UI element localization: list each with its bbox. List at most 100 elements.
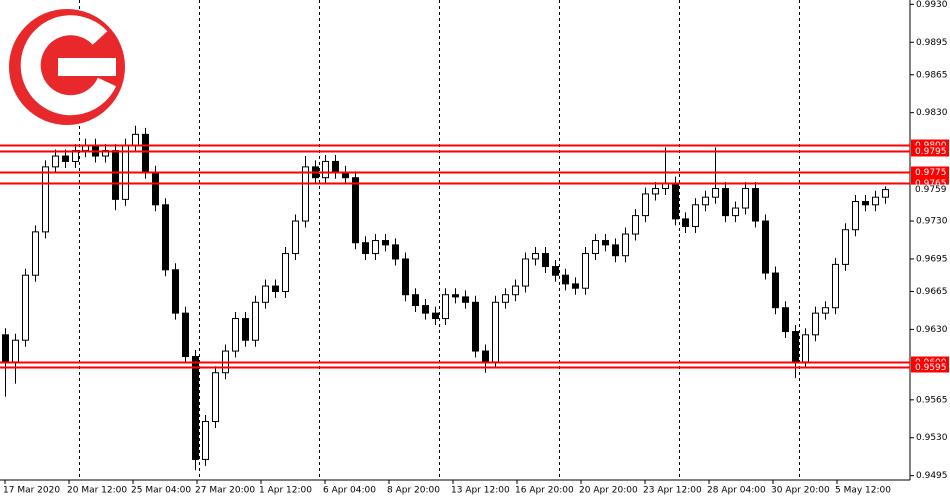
x-tick-label: 5 May 12:00: [835, 486, 891, 496]
candle-body: [172, 269, 179, 314]
candle-body: [552, 266, 559, 276]
level-label-box: [911, 177, 949, 189]
x-tick-label: 28 Apr 04:00: [707, 486, 766, 496]
candle-body: [182, 312, 189, 357]
candle-body: [682, 218, 689, 227]
candle-body: [452, 294, 459, 298]
y-tick-label: 0.9665: [916, 287, 948, 297]
x-tick-label: 25 Mar 04:00: [131, 486, 191, 496]
candle-body: [752, 188, 759, 222]
level-label: 0.9795: [915, 147, 947, 157]
candle-body: [502, 294, 509, 303]
candle-body: [632, 215, 639, 235]
candle-body: [12, 339, 19, 363]
candle-body: [492, 301, 499, 363]
candle-body: [132, 133, 139, 146]
candle-body: [572, 283, 579, 289]
candle-body: [532, 253, 539, 260]
candle-body: [462, 296, 469, 303]
candle-body: [862, 201, 869, 206]
y-tick-label: 0.9565: [916, 395, 948, 405]
candle-body: [542, 253, 549, 268]
candle-body: [252, 301, 259, 341]
y-tick-label: 0.9630: [916, 325, 948, 335]
candle-body: [282, 253, 289, 292]
candle-body: [852, 201, 859, 231]
candle-body: [512, 285, 519, 296]
logo-bar: [58, 58, 116, 76]
level-label-box: [911, 139, 949, 151]
candle-body: [142, 133, 149, 173]
candle-body: [382, 240, 389, 246]
y-tick-label: 0.9695: [916, 254, 948, 264]
y-tick-label: 0.9530: [916, 433, 948, 443]
candle-body: [112, 150, 119, 200]
current-price-box: [911, 184, 949, 195]
candle-body: [592, 240, 599, 255]
candle-body: [742, 188, 749, 209]
candle-body: [522, 258, 529, 287]
y-tick-label: 0.9930: [916, 0, 948, 10]
x-tick-label: 13 Apr 12:00: [451, 486, 510, 496]
candle-body: [642, 193, 649, 217]
candle-body: [392, 244, 399, 260]
candle-body: [372, 240, 379, 255]
candle-body: [242, 318, 249, 341]
candle-body: [352, 177, 359, 244]
x-tick-label: 16 Apr 20:00: [515, 486, 574, 496]
candle-body: [32, 231, 39, 276]
level-label-box: [911, 166, 949, 178]
candle-body: [362, 242, 369, 255]
candle-body: [712, 188, 719, 198]
candle-body: [52, 155, 59, 168]
candle-body: [432, 312, 439, 320]
x-tick-label: 20 Apr 20:00: [579, 486, 638, 496]
y-tick-label: 0.9865: [916, 70, 948, 80]
logo: [9, 9, 125, 125]
candle-body: [872, 196, 879, 206]
y-tick-label: 0.9495: [916, 471, 948, 481]
x-tick-label: 1 Apr 12:00: [259, 486, 312, 496]
candle-body: [582, 253, 589, 289]
candle-body: [62, 155, 69, 162]
x-tick-label: 17 Mar 2020: [3, 486, 60, 496]
candle-body: [482, 350, 489, 363]
candle-body: [292, 220, 299, 255]
level-label-box: [911, 361, 949, 373]
level-label: 0.9775: [915, 168, 947, 178]
level-label: 0.9765: [915, 179, 947, 189]
candle-body: [622, 233, 629, 257]
candle-body: [262, 285, 269, 303]
candle-body: [332, 160, 339, 173]
x-tick-label: 27 Mar 20:00: [195, 486, 255, 496]
candle-body: [762, 220, 769, 274]
x-tick-label: 23 Apr 12:00: [643, 486, 702, 496]
candle-body: [212, 372, 219, 422]
candle-body: [802, 334, 809, 363]
x-tick-label: 6 Apr 04:00: [323, 486, 376, 496]
candle-body: [612, 244, 619, 257]
y-tick-label: 0.9895: [916, 38, 948, 48]
level-label-box: [911, 145, 949, 157]
candle-body: [652, 188, 659, 195]
candle-body: [472, 301, 479, 352]
candle-body: [822, 307, 829, 314]
candle-body: [602, 240, 609, 246]
candle-body: [832, 263, 839, 309]
y-tick-label: 0.9830: [916, 108, 948, 118]
candle-body: [842, 229, 849, 265]
candle-body: [562, 274, 569, 285]
candle-body: [162, 204, 169, 271]
candle-body: [692, 204, 699, 227]
candle-body: [202, 420, 209, 460]
candle-body: [232, 318, 239, 352]
candle-body: [422, 305, 429, 314]
y-tick-label: 0.9730: [916, 217, 948, 227]
candle-body: [412, 294, 419, 307]
candle-body: [152, 171, 159, 206]
candle-body: [22, 274, 29, 341]
candle-body: [812, 312, 819, 336]
candle-body: [782, 307, 789, 333]
